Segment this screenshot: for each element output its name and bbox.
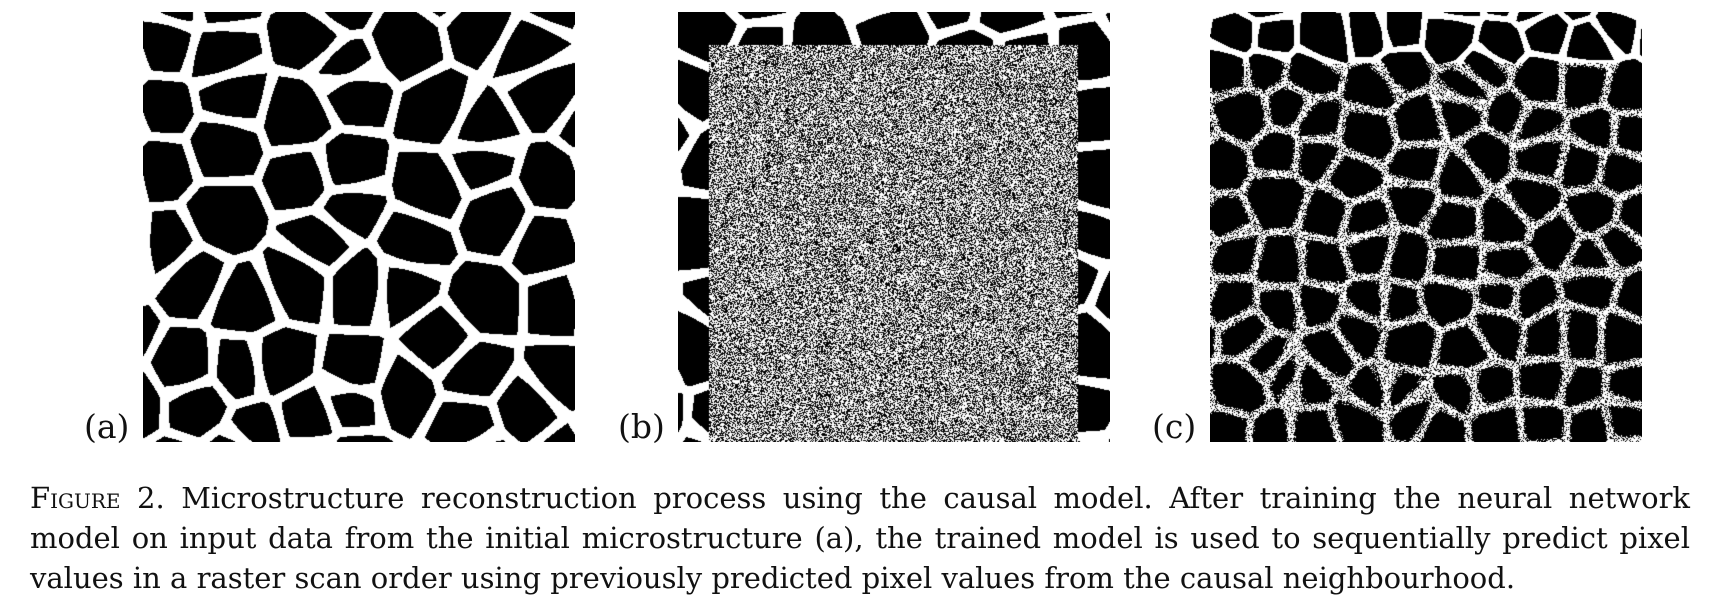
caption-text: Microstructure reconstruction process us… xyxy=(30,481,1691,595)
figure-label: Figure 2. xyxy=(30,481,165,515)
panel-label-b: (b) xyxy=(618,407,665,446)
initial-microstructure-image xyxy=(143,12,575,442)
figure-caption: Figure 2. Microstructure reconstruction … xyxy=(30,478,1690,598)
reconstructed-microstructure-image xyxy=(1210,12,1642,442)
panel-label-c: (c) xyxy=(1152,407,1197,446)
figure-panels: (a) (b) (c) xyxy=(84,12,1642,446)
panel-label-a: (a) xyxy=(84,407,130,446)
noise-initialized-image xyxy=(678,12,1110,442)
